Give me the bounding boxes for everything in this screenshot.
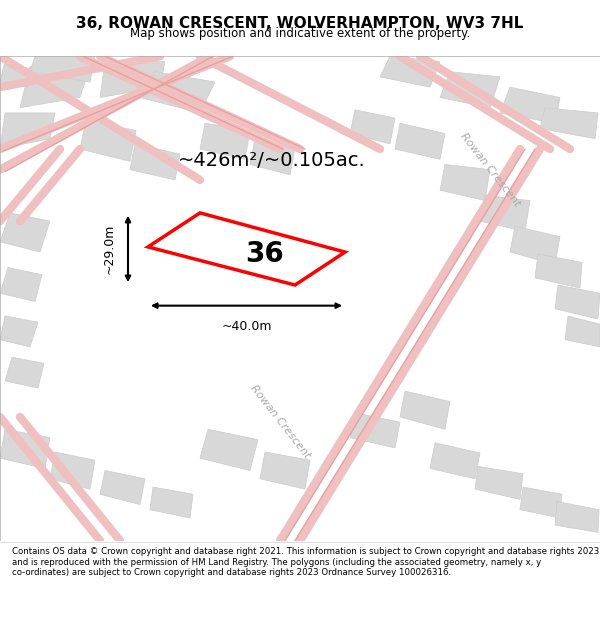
Polygon shape: [0, 429, 50, 469]
Polygon shape: [130, 144, 180, 180]
Polygon shape: [260, 452, 310, 489]
Polygon shape: [520, 487, 562, 518]
Polygon shape: [50, 452, 95, 489]
Polygon shape: [5, 357, 44, 388]
Text: Map shows position and indicative extent of the property.: Map shows position and indicative extent…: [130, 28, 470, 41]
Polygon shape: [540, 107, 598, 139]
Polygon shape: [440, 164, 490, 201]
Polygon shape: [400, 391, 450, 429]
Polygon shape: [380, 56, 440, 87]
Text: ~29.0m: ~29.0m: [103, 224, 116, 274]
Polygon shape: [0, 268, 42, 301]
Polygon shape: [350, 110, 395, 144]
Polygon shape: [350, 413, 400, 448]
Polygon shape: [440, 72, 500, 107]
Polygon shape: [475, 466, 523, 499]
Polygon shape: [100, 471, 145, 504]
Text: Rowan Crescent: Rowan Crescent: [248, 383, 312, 461]
Text: ~426m²/~0.105ac.: ~426m²/~0.105ac.: [178, 151, 366, 170]
Text: ~40.0m: ~40.0m: [221, 320, 272, 333]
Polygon shape: [140, 72, 215, 113]
Polygon shape: [0, 213, 50, 252]
Polygon shape: [0, 316, 38, 347]
Text: 36, ROWAN CRESCENT, WOLVERHAMPTON, WV3 7HL: 36, ROWAN CRESCENT, WOLVERHAMPTON, WV3 7…: [76, 16, 524, 31]
Polygon shape: [20, 66, 90, 108]
Polygon shape: [395, 123, 445, 159]
Polygon shape: [500, 87, 560, 123]
Polygon shape: [480, 196, 530, 231]
Polygon shape: [148, 213, 345, 285]
Polygon shape: [555, 285, 600, 319]
Polygon shape: [535, 254, 582, 288]
Polygon shape: [200, 123, 250, 159]
Polygon shape: [30, 56, 95, 82]
Polygon shape: [250, 139, 295, 175]
Text: Rowan Crescent: Rowan Crescent: [458, 131, 522, 208]
Polygon shape: [555, 501, 599, 532]
Polygon shape: [200, 429, 258, 471]
Polygon shape: [100, 61, 165, 98]
Text: Contains OS data © Crown copyright and database right 2021. This information is : Contains OS data © Crown copyright and d…: [12, 548, 599, 577]
Polygon shape: [430, 442, 480, 479]
Polygon shape: [80, 120, 136, 161]
Polygon shape: [0, 64, 32, 87]
Polygon shape: [0, 113, 55, 149]
Polygon shape: [565, 316, 600, 347]
Polygon shape: [510, 226, 560, 264]
Text: 36: 36: [245, 241, 284, 268]
Polygon shape: [150, 487, 193, 518]
